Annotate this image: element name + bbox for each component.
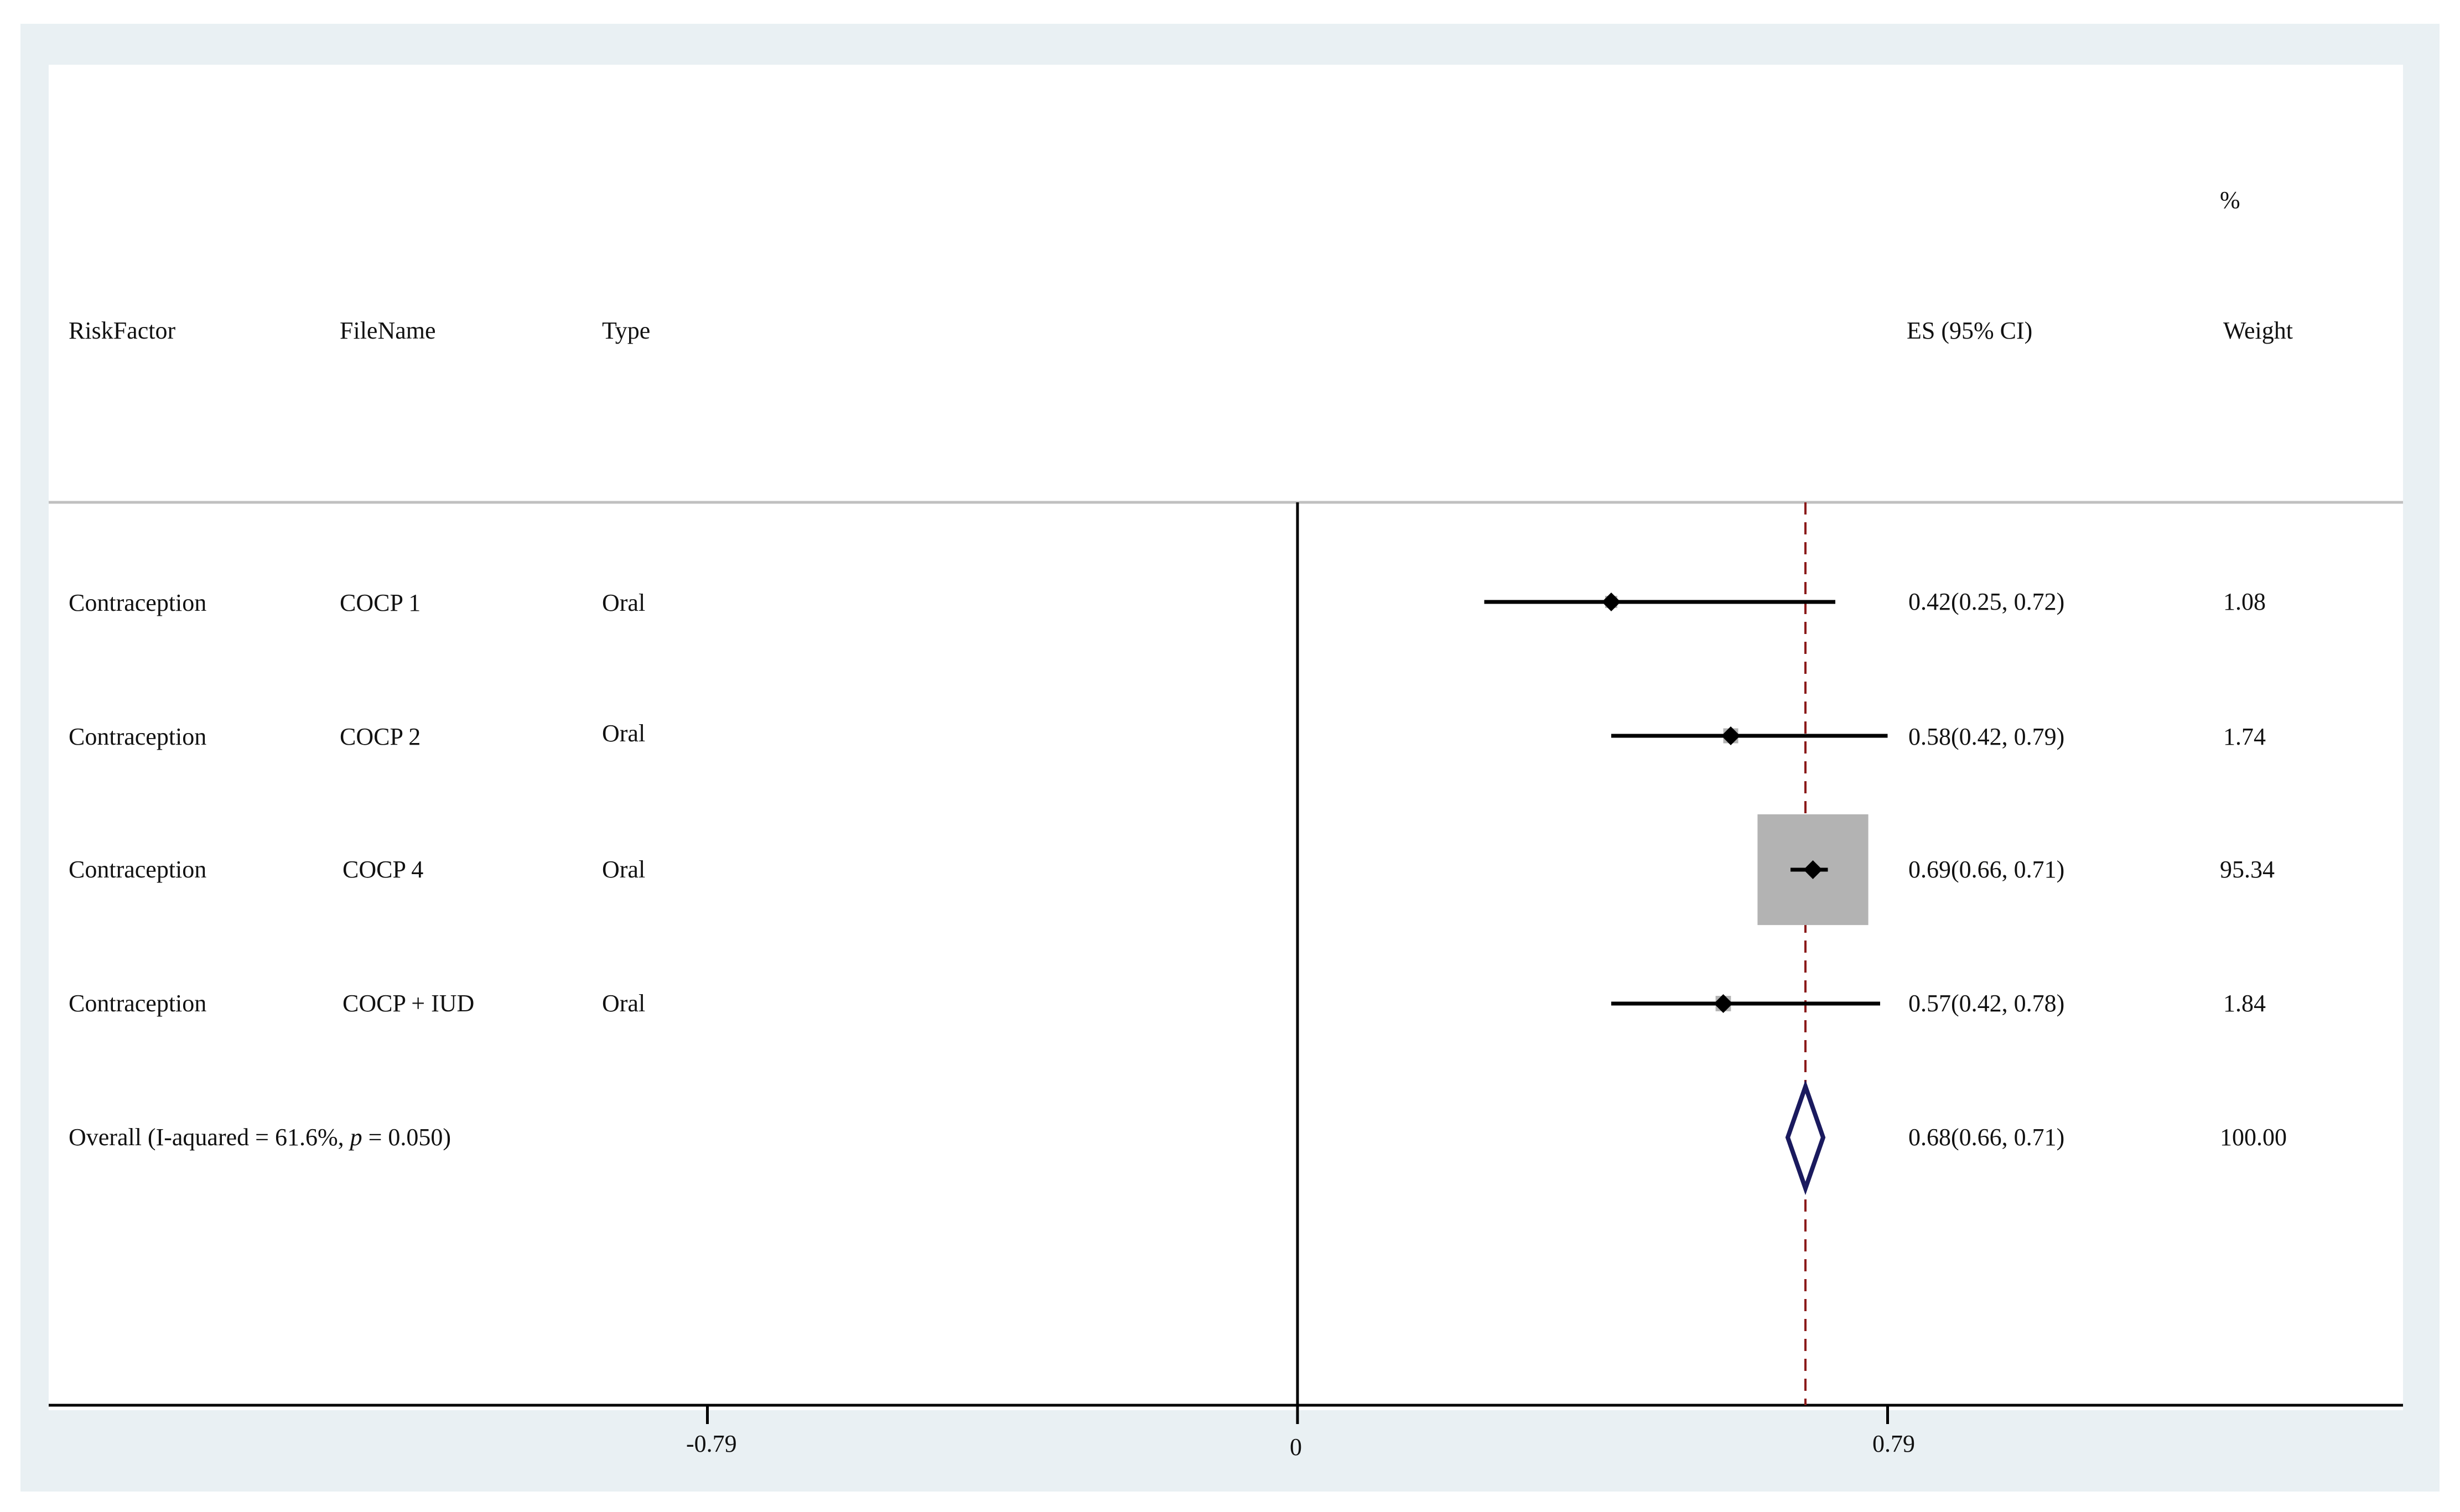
overall-es-label: 0.68(0.66, 0.71) (1908, 1124, 2065, 1151)
row-weight-label: 95.34 (2220, 856, 2275, 883)
plot-panel (49, 65, 2403, 1410)
row-es-label: 0.42(0.25, 0.72) (1908, 588, 2065, 615)
point-estimate-marker (1721, 726, 1740, 745)
row-type: Oral (602, 856, 646, 883)
header-weight-percent: % (2220, 186, 2240, 214)
overall-label-suffix: = 0.050) (362, 1124, 451, 1151)
overall-label-prefix: Overall (I-aquared = 61.6%, (69, 1124, 350, 1151)
header-file-name: FileName (340, 317, 436, 344)
overall-diamond (1785, 1079, 1826, 1196)
row-es-label: 0.69(0.66, 0.71) (1908, 856, 2065, 883)
row-weight-label: 1.08 (2223, 588, 2266, 615)
row-risk-factor: Contraception (69, 589, 207, 616)
point-estimate-marker (1714, 994, 1733, 1013)
header-type: Type (602, 317, 651, 344)
x-tick-label: 0 (1290, 1433, 1302, 1461)
row-type: Oral (602, 720, 646, 747)
row-risk-factor: Contraception (69, 723, 207, 750)
header-weight: Weight (2223, 317, 2293, 344)
header-risk-factor: RiskFactor (69, 317, 176, 344)
row-type: Oral (602, 990, 646, 1017)
row-weight-label: 1.74 (2223, 723, 2266, 750)
row-type: Oral (602, 589, 646, 616)
x-tick-label: -0.79 (686, 1430, 737, 1457)
row-file-name: COCP + IUD (342, 990, 475, 1017)
header-es-ci: ES (95% CI) (1907, 317, 2033, 344)
row-es-label: 0.57(0.42, 0.78) (1908, 990, 2065, 1017)
row-weight-label: 1.84 (2223, 990, 2266, 1017)
overall-label-p: p (350, 1124, 362, 1151)
point-estimate-marker (1803, 860, 1823, 879)
overall-label: Overall (I-aquared = 61.6%, p = 0.050) (69, 1123, 451, 1152)
row-file-name: COCP 4 (342, 856, 424, 883)
point-estimate-marker (1602, 593, 1621, 611)
row-risk-factor: Contraception (69, 990, 207, 1017)
x-tick-label: 0.79 (1872, 1430, 1915, 1457)
row-file-name: COCP 1 (340, 589, 421, 616)
row-file-name: COCP 2 (340, 723, 421, 750)
row-es-label: 0.58(0.42, 0.79) (1908, 723, 2065, 750)
overall-weight-label: 100.00 (2220, 1124, 2287, 1151)
row-risk-factor: Contraception (69, 856, 207, 883)
